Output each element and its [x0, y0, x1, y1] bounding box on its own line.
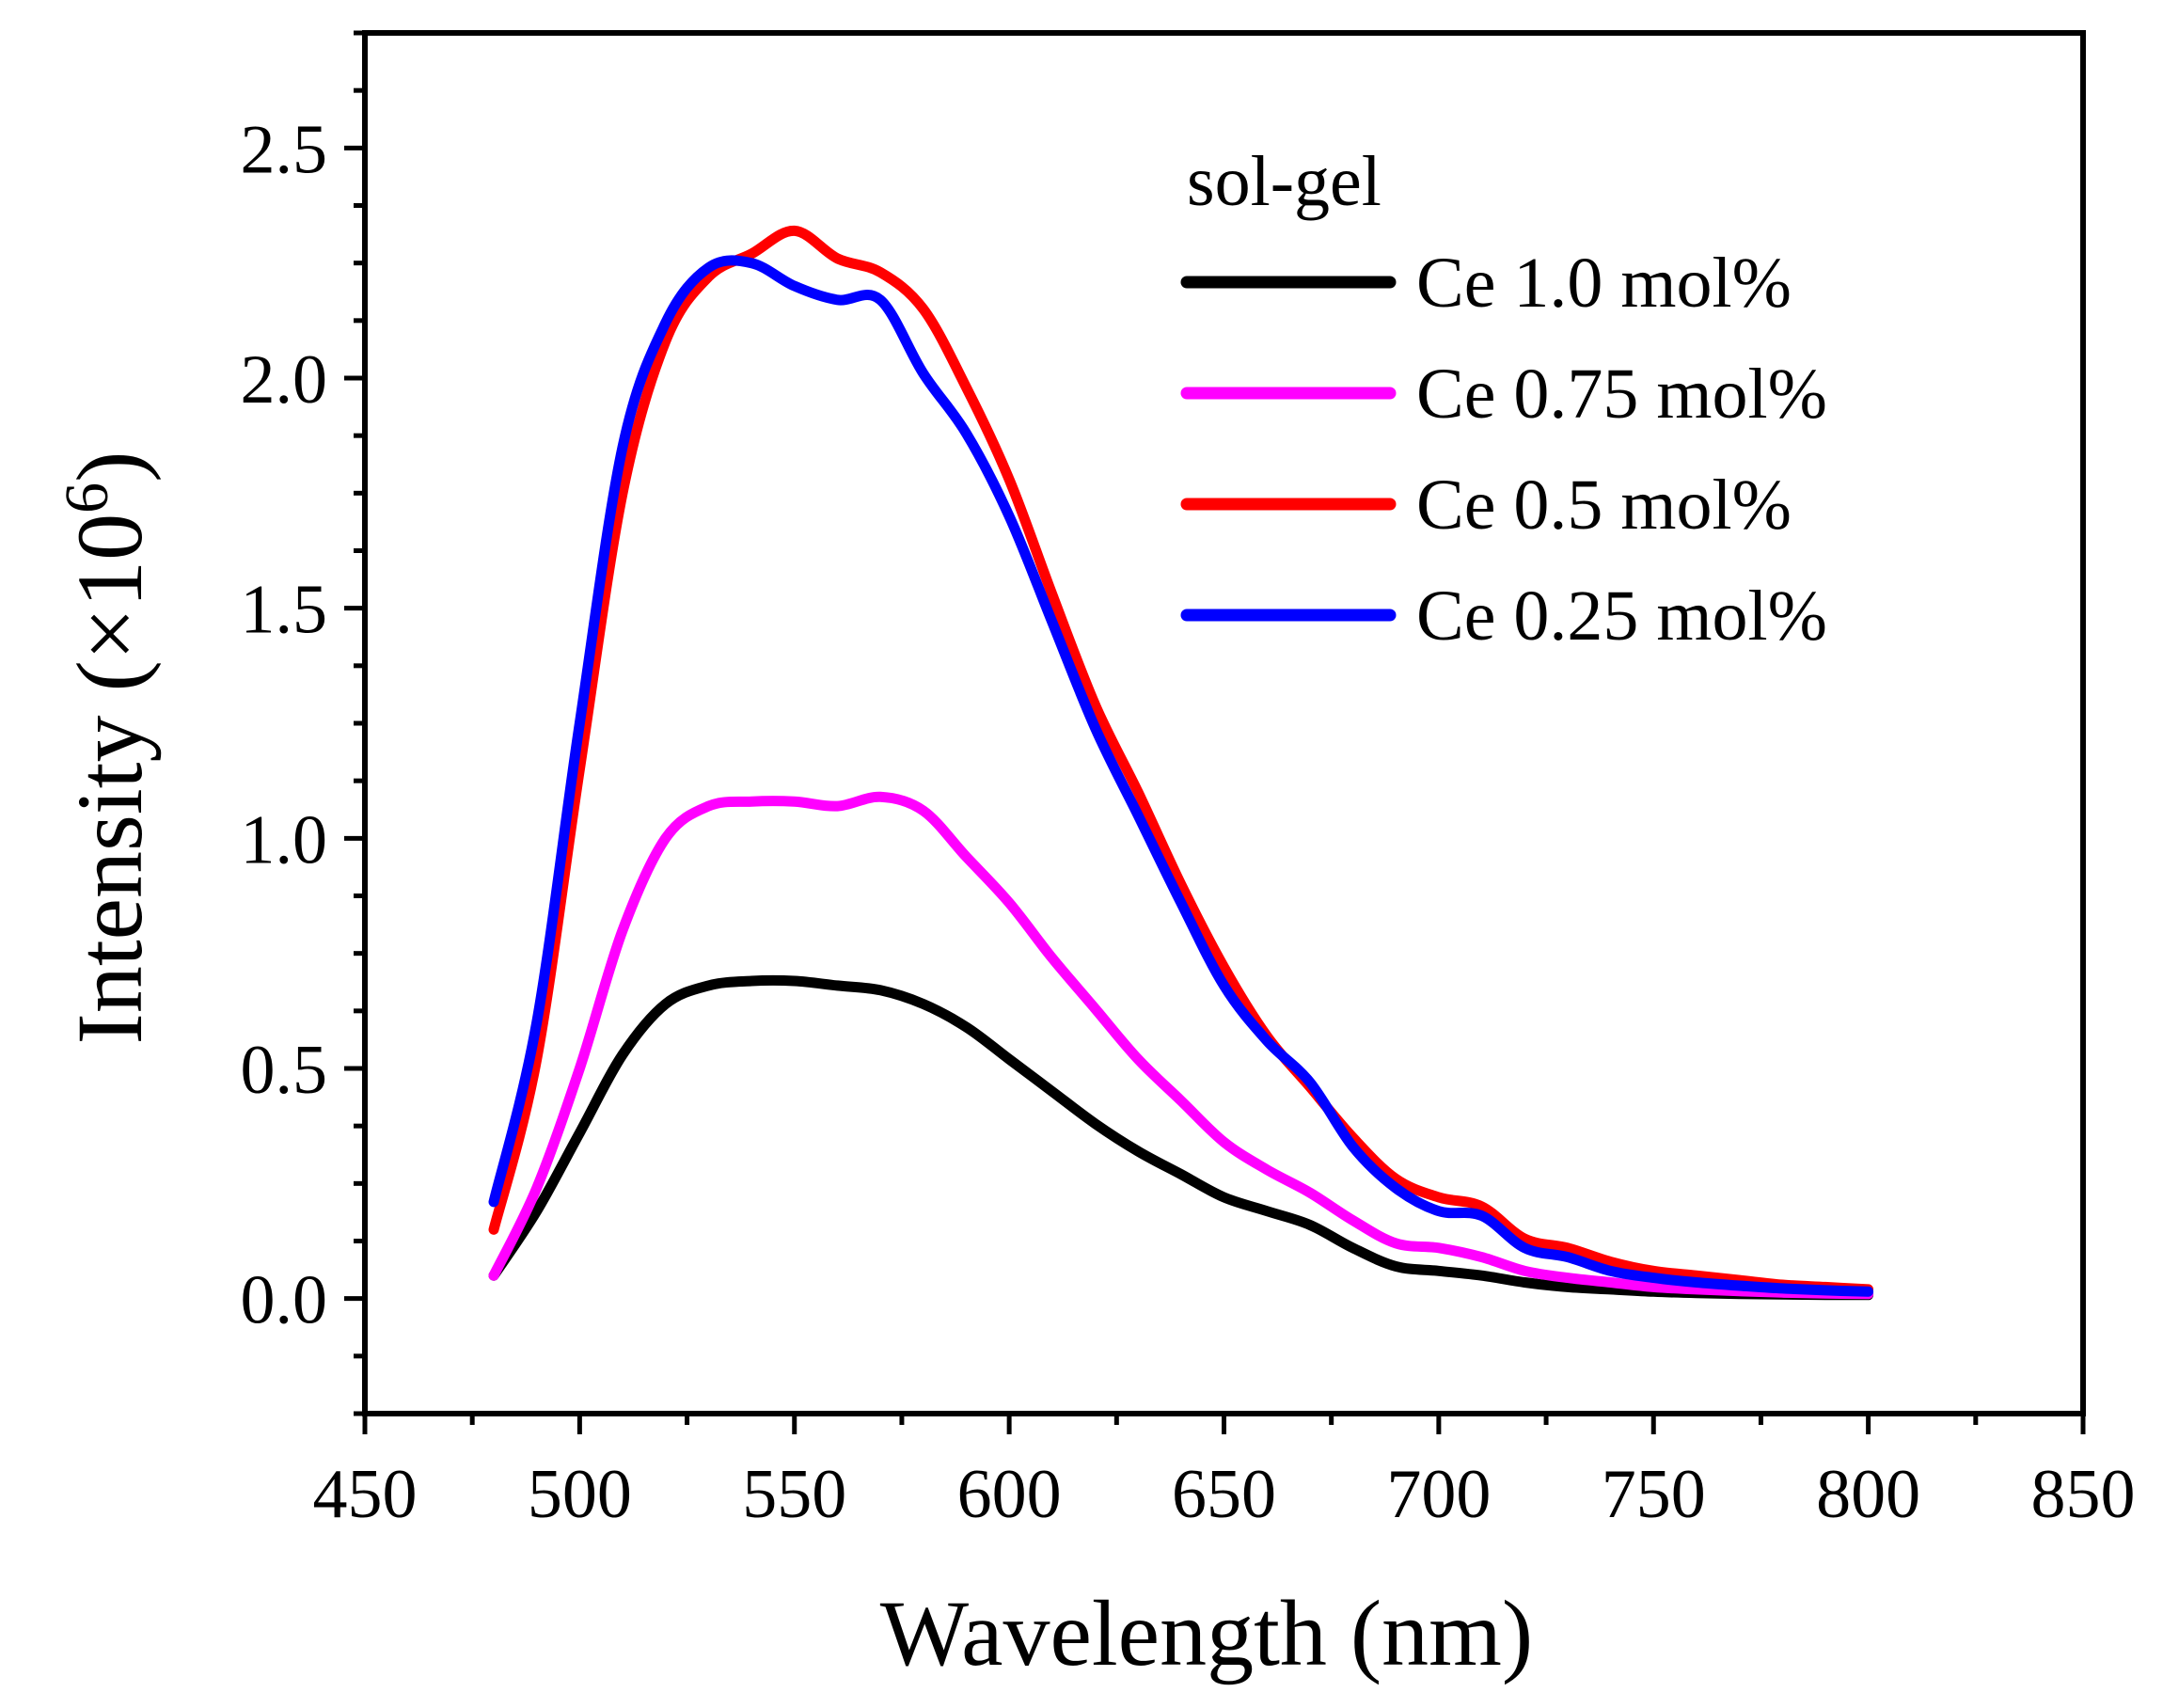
legend-label-4: Ce 0.25 mol%	[1416, 577, 1827, 656]
y-tick-labels: 0.0 0.5 1.0 1.5 2.0 2.5	[241, 111, 328, 1338]
x-tick-label: 700	[1386, 1456, 1491, 1533]
x-tick-label: 500	[528, 1456, 632, 1533]
y-tick-label: 1.0	[241, 801, 328, 878]
tick-marks	[344, 30, 2086, 1434]
legend-label-3: Ce 0.5 mol%	[1416, 466, 1792, 545]
y-tick-label: 0.0	[241, 1262, 328, 1339]
x-tick-label: 650	[1172, 1456, 1276, 1533]
x-tick-label: 800	[1816, 1456, 1920, 1533]
legend-label-2: Ce 0.75 mol%	[1416, 355, 1827, 434]
x-axis-title: Wavelength (nm)	[880, 1581, 1533, 1685]
x-tick-label: 850	[2031, 1456, 2136, 1533]
y-tick-label: 2.0	[241, 341, 328, 419]
x-tick-labels: 450 500 550 600 650 700 750 800 850	[313, 1456, 2136, 1533]
y-axis-title-main: Intensity (×10	[57, 514, 162, 1045]
y-axis-title: Intensity (×106)	[53, 451, 162, 1045]
legend: sol-gel Ce 1.0 mol% Ce 0.75 mol% Ce 0.5 mo…	[1180, 142, 1827, 656]
y-tick-label: 1.5	[241, 572, 328, 649]
series-line-2	[488, 791, 1874, 1300]
series-line-3	[488, 225, 1874, 1295]
legend-title: sol-gel	[1187, 142, 1381, 221]
y-axis-title-close: )	[57, 451, 162, 482]
x-tick-label: 750	[1602, 1456, 1706, 1533]
plot-frame	[362, 30, 2086, 1416]
y-axis-title-superscript: 6	[53, 482, 121, 514]
x-tick-label: 600	[957, 1456, 1062, 1533]
legend-items: Ce 1.0 mol% Ce 0.75 mol% Ce 0.5 mol% Ce 0.2…	[1180, 244, 1827, 656]
series-line-1	[488, 974, 1874, 1301]
legend-label-1: Ce 1.0 mol%	[1416, 244, 1792, 323]
x-tick-label: 450	[313, 1456, 418, 1533]
series-line-4	[488, 255, 1874, 1297]
series-lines	[488, 225, 1874, 1301]
y-tick-label: 0.5	[241, 1032, 328, 1109]
x-tick-label: 550	[742, 1456, 846, 1533]
y-tick-label: 2.5	[241, 111, 328, 188]
